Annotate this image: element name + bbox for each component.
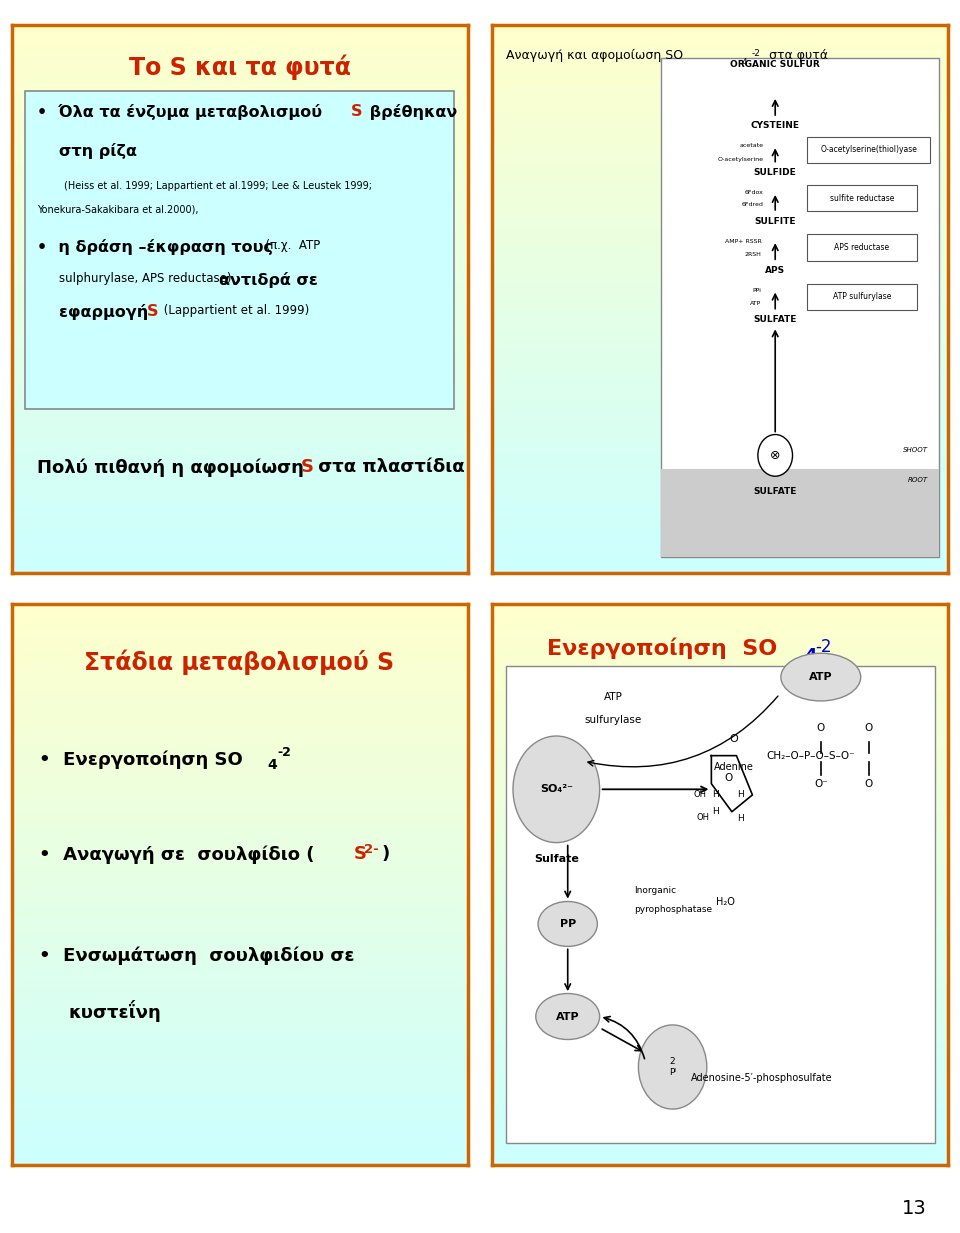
Text: •  Ενεργοποίηση SO: • Ενεργοποίηση SO [38,750,243,768]
Text: ATP: ATP [751,301,761,306]
Text: S: S [301,459,314,476]
Text: OH: OH [693,790,707,799]
Text: αντιδρά σε: αντιδρά σε [219,271,318,287]
Text: H₂O: H₂O [716,896,734,906]
Text: 6Fdox: 6Fdox [745,190,764,195]
Text: acetate: acetate [740,143,764,148]
Text: Πολύ πιθανή η αφομοίωση: Πολύ πιθανή η αφομοίωση [36,459,310,477]
Text: H: H [736,814,743,822]
Bar [807,284,917,309]
Text: 13: 13 [901,1200,926,1218]
Text: SULFITE: SULFITE [755,217,796,226]
Bar [661,58,939,557]
Text: ORGANIC SULFUR: ORGANIC SULFUR [731,60,820,69]
Text: ATP: ATP [604,692,623,702]
Text: PP: PP [560,919,576,928]
Text: SULFATE: SULFATE [754,316,797,324]
Text: O-acetylserine: O-acetylserine [718,157,764,162]
FancyBboxPatch shape [25,90,454,408]
Text: H: H [712,790,719,799]
Bar [807,234,917,260]
Text: sulfurylase: sulfurylase [585,715,642,725]
Bar [661,469,939,557]
Text: •  η δράση –έκφραση τους: • η δράση –έκφραση τους [36,239,273,255]
Circle shape [757,434,793,476]
Text: O: O [865,779,873,789]
Text: (Heiss et al. 1999; Lappartient et al.1999; Lee & Leustek 1999;: (Heiss et al. 1999; Lappartient et al.19… [64,181,372,191]
Text: 4: 4 [804,647,816,666]
Text: ): ) [382,846,390,863]
Circle shape [638,1025,707,1110]
Bar [807,137,930,163]
Text: ATP: ATP [809,672,832,682]
Text: O⁻: O⁻ [814,779,828,789]
Text: 2
Pᴵ: 2 Pᴵ [669,1058,676,1076]
Text: -2: -2 [752,49,760,58]
Text: •  Αναγωγή σε  σουλφίδιο (: • Αναγωγή σε σουλφίδιο ( [38,846,314,864]
Text: Adenosine-5′-phosphosulfate: Adenosine-5′-phosphosulfate [690,1073,832,1084]
Text: 2RSH: 2RSH [745,252,761,256]
Ellipse shape [538,901,597,947]
Text: εφαρμογή: εφαρμογή [60,305,155,321]
Text: APS reductase: APS reductase [834,243,889,252]
Text: SHOOT: SHOOT [903,446,928,453]
Text: Στάδια μεταβολισμού S: Στάδια μεταβολισμού S [84,649,395,674]
Text: AMP+ RSSR: AMP+ RSSR [725,239,761,244]
Text: O-acetylserine(thiol)yase: O-acetylserine(thiol)yase [820,145,917,154]
Text: PPi: PPi [753,289,761,293]
Text: κυστεΐνη: κυστεΐνη [68,1000,161,1022]
Text: Το S και τα φυτά: Το S και τα φυτά [129,54,350,80]
Text: ATP sulfurylase: ATP sulfurylase [832,292,891,301]
Circle shape [513,736,600,842]
Text: pyrophosphatase: pyrophosphatase [634,905,712,915]
Text: 2-: 2- [364,842,379,856]
Text: ROOT: ROOT [908,477,928,483]
Text: (Lappartient et al. 1999): (Lappartient et al. 1999) [159,305,309,317]
Text: CH₂–O–P–O–S–O⁻: CH₂–O–P–O–S–O⁻ [766,751,854,761]
Text: ⊗: ⊗ [770,449,780,462]
Text: στα φυτά: στα φυτά [765,49,828,63]
Text: sulphurylase, APS reductase): sulphurylase, APS reductase) [60,271,235,285]
Text: APS: APS [765,266,785,275]
Text: Sulfate: Sulfate [534,854,579,864]
Text: sulfite reductase: sulfite reductase [829,194,894,202]
Bar [506,666,935,1143]
Text: -2: -2 [815,637,831,656]
Text: O: O [865,723,873,732]
Text: S: S [147,305,158,319]
Text: SULFATE: SULFATE [754,487,797,496]
Text: H: H [711,808,718,816]
Bar [807,185,917,211]
Text: Inorganic: Inorganic [634,885,676,895]
Ellipse shape [780,653,861,700]
Text: Αναγωγή και αφομοίωση SO: Αναγωγή και αφομοίωση SO [506,49,684,63]
Text: βρέθηκαν: βρέθηκαν [364,105,457,121]
Text: H: H [737,790,744,799]
Text: O: O [724,773,732,783]
Text: SO₄²⁻: SO₄²⁻ [540,784,573,794]
Text: SULFIDE: SULFIDE [754,169,797,178]
Text: S: S [353,846,367,863]
Text: 4: 4 [267,758,276,772]
Text: Adenine: Adenine [714,762,755,772]
Text: Yonekura-Sakakibara et al.2000),: Yonekura-Sakakibara et al.2000), [36,205,198,215]
Text: (π.χ.  ATP: (π.χ. ATP [257,239,320,252]
Text: O: O [817,723,825,732]
Text: CYSTEINE: CYSTEINE [751,121,800,129]
Text: 6Fdred: 6Fdred [742,202,764,207]
Text: -2: -2 [276,746,291,758]
Text: στα πλαστίδια: στα πλαστίδια [313,459,465,476]
Text: O: O [730,734,738,743]
Ellipse shape [536,994,600,1039]
Text: Ενεργοποίηση  SO: Ενεργοποίηση SO [547,637,778,660]
Text: •  Όλα τα ένζυμα μεταβολισμού: • Όλα τα ένζυμα μεταβολισμού [36,105,327,121]
Text: •  Ενσωμάτωση  σουλφιδίου σε: • Ενσωμάτωση σουλφιδίου σε [38,947,354,965]
Text: 4: 4 [742,58,748,67]
Text: στη ρίζα: στη ρίζα [60,143,137,159]
Text: S: S [351,105,363,120]
Text: OH: OH [697,813,709,822]
Text: ATP: ATP [556,1011,580,1021]
